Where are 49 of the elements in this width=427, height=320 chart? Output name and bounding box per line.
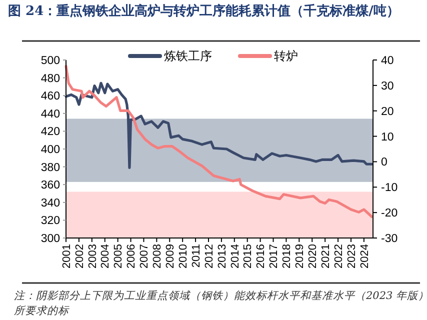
y2-tick-label: -10 xyxy=(381,182,398,194)
y-tick-label: 440 xyxy=(40,108,60,120)
legend-label: 转炉 xyxy=(274,49,298,64)
x-tick-label: 2007 xyxy=(138,244,151,268)
y-tick-label: 480 xyxy=(40,72,60,85)
y2-tick-label: 0 xyxy=(381,156,388,169)
x-tick-label: 2018 xyxy=(281,244,294,268)
x-tick-label: 2023 xyxy=(346,244,358,268)
x-tick-label: 2011 xyxy=(190,244,202,268)
y-tick-label: 420 xyxy=(40,126,60,138)
x-tick-label: 2019 xyxy=(294,244,306,268)
x-tick-label: 2008 xyxy=(152,244,164,268)
y2-tick-label: 20 xyxy=(381,106,394,118)
y-tick-label: 460 xyxy=(40,90,60,103)
y-tick-label: 380 xyxy=(40,162,60,174)
y2-tick-label: 10 xyxy=(381,131,394,144)
y-tick-label: 360 xyxy=(40,180,60,192)
x-tick-label: 2024 xyxy=(358,244,371,268)
x-tick-label: 2009 xyxy=(164,244,176,268)
x-tick-label: 2003 xyxy=(86,244,99,268)
chart-title: 图 24：重点钢铁企业高炉与转炉工序能耗累计值（千克标准煤/吨） xyxy=(8,3,400,19)
x-tick-label: 2015 xyxy=(242,244,254,268)
text: 注：阴影部分上下限为工业重点领域（钢铁）能效标杆水平和基准水平（2023 年版）所要求的标 xyxy=(14,290,427,317)
line-series xyxy=(64,82,374,169)
y-tick-label: 500 xyxy=(40,55,60,68)
x-tick-label: 2016 xyxy=(255,244,268,268)
x-tick-label: 2017 xyxy=(268,244,280,268)
y-tick-label: 300 xyxy=(40,233,60,246)
x-tick-label: 2001 xyxy=(60,244,73,268)
y-tick-label: 400 xyxy=(40,144,60,156)
x-tick-label: 2004 xyxy=(100,244,112,268)
y2-tick-label: -20 xyxy=(381,208,398,220)
y-tick-label: 340 xyxy=(40,197,60,210)
y-tick-label: 320 xyxy=(40,215,60,228)
x-tick-label: 2010 xyxy=(177,244,190,268)
y2-tick-label: 40 xyxy=(381,55,394,68)
x-tick-label: 2013 xyxy=(216,244,228,268)
y2-tick-label: -30 xyxy=(381,233,398,246)
x-tick-label: 2021 xyxy=(320,244,332,268)
x-tick-label: 2020 xyxy=(306,244,319,268)
legend-label: 炼铁工序 xyxy=(164,49,212,64)
line-series xyxy=(64,64,374,218)
x-tick-label: 2006 xyxy=(126,244,138,268)
x-tick-label: 2022 xyxy=(332,244,345,268)
x-tick-label: 2012 xyxy=(203,244,216,268)
x-tick-label: 2005 xyxy=(112,244,125,268)
y2-tick-label: 30 xyxy=(381,80,394,92)
x-tick-label: 2014 xyxy=(229,244,242,268)
x-tick-label: 2002 xyxy=(74,244,86,268)
